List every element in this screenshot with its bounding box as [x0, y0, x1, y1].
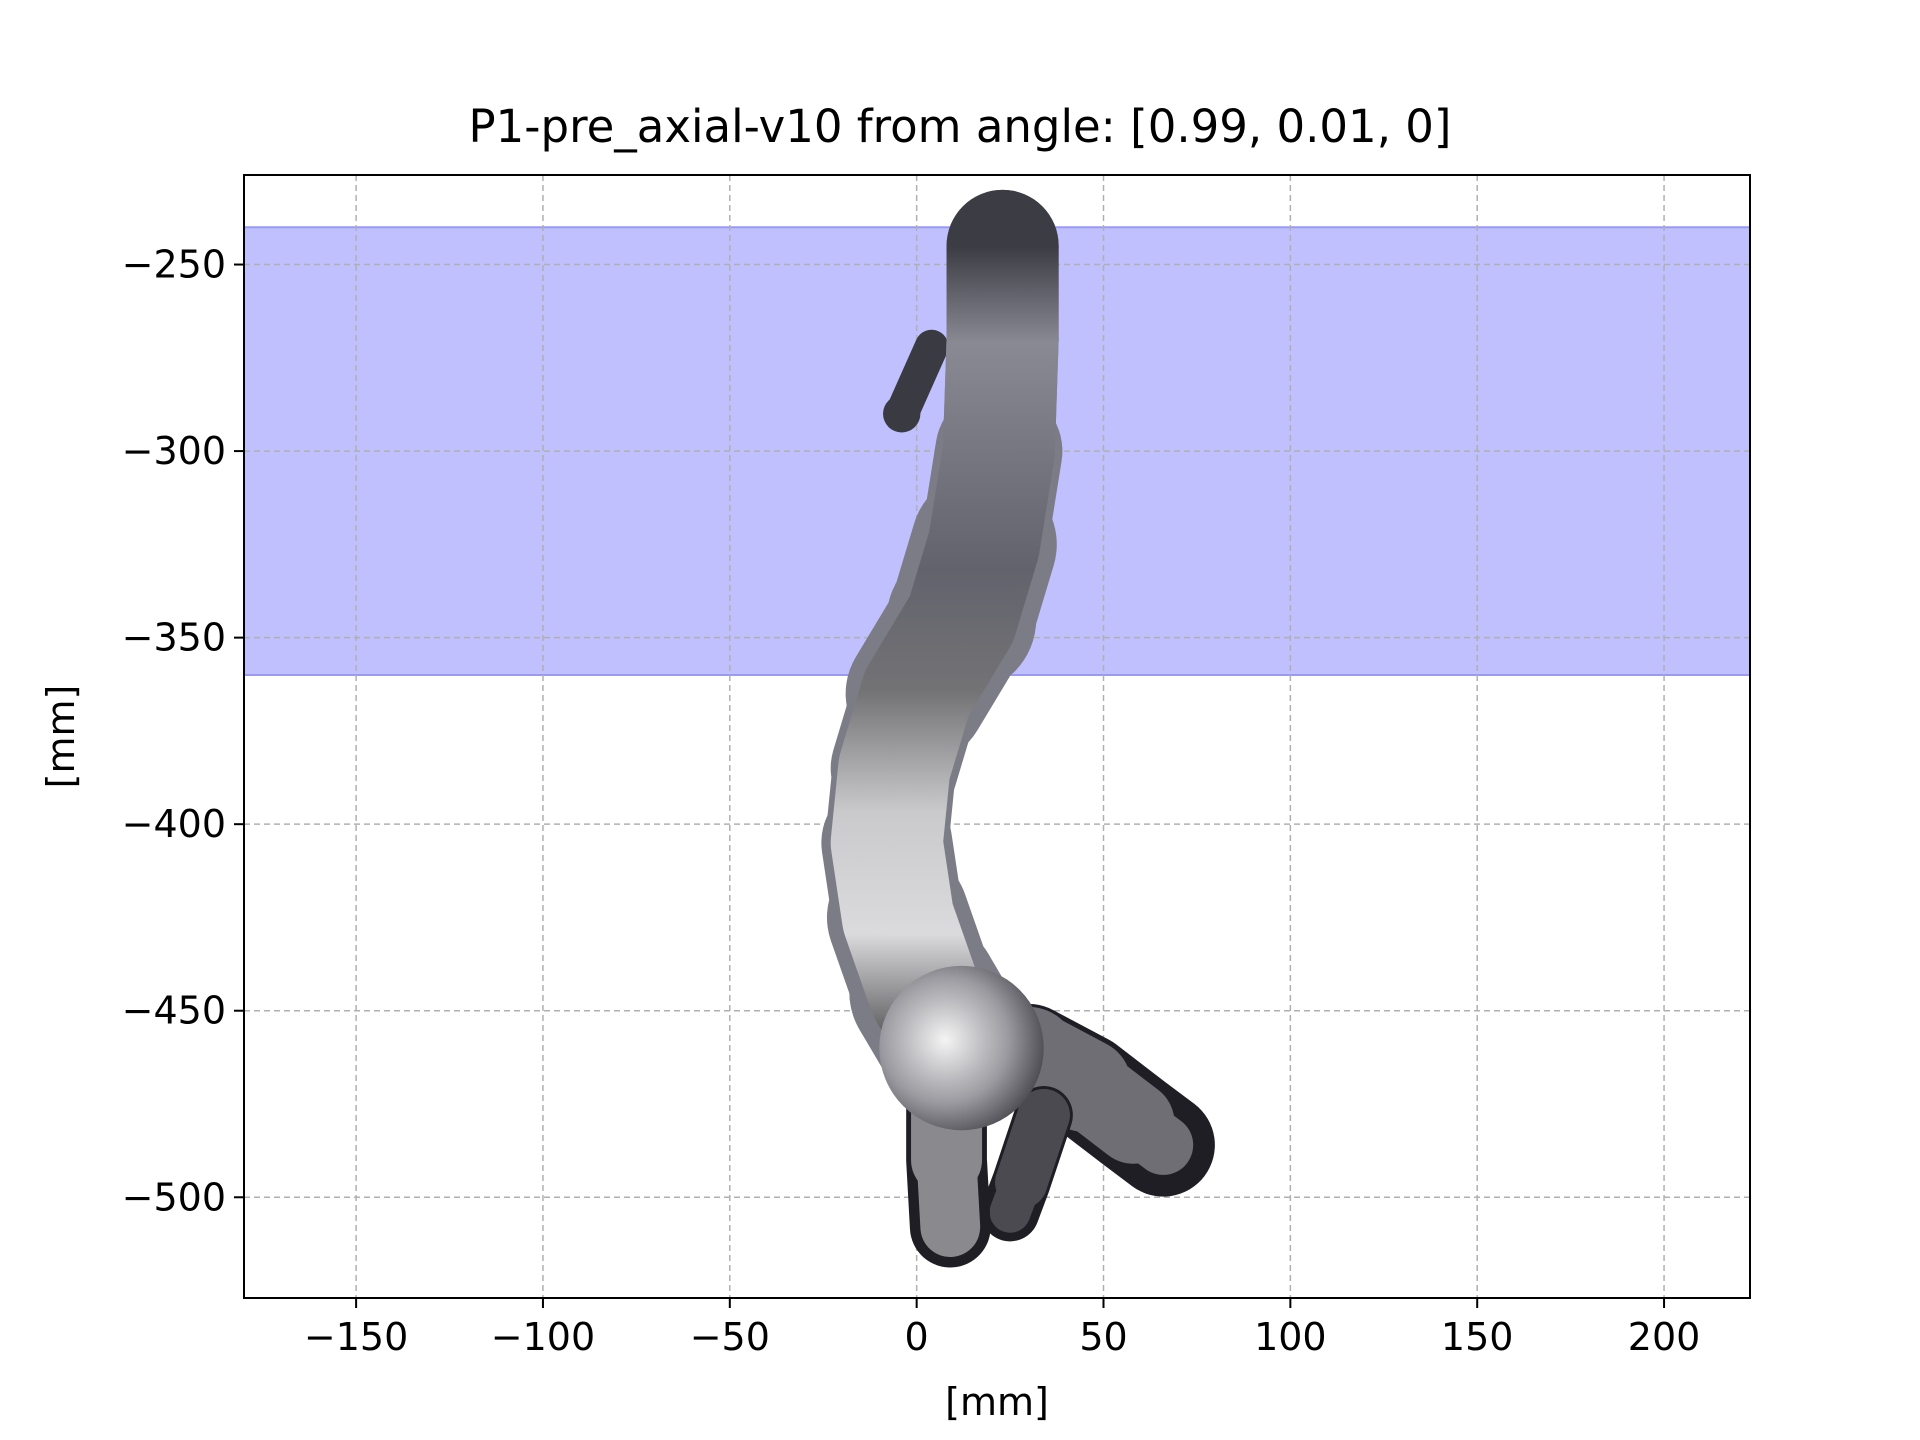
x-tick-label-2: −50 — [690, 1315, 770, 1359]
chart-title: P1-pre_axial-v10 from angle: [0.99, 0.01… — [468, 100, 1452, 153]
y-tick-label-1: −300 — [122, 429, 226, 473]
inner-branch-point-2 — [995, 1197, 1026, 1228]
axes-frame — [243, 174, 1751, 1299]
y-axis-label: [mm] — [39, 685, 83, 789]
y-tick-label-0: −250 — [122, 243, 226, 287]
inner-branch-point-1 — [995, 1156, 1048, 1209]
x-tick-label-4: 50 — [1079, 1315, 1127, 1359]
x-axis-label: [mm] — [945, 1380, 1049, 1424]
side-lobe-point-0 — [916, 331, 947, 362]
x-tick-label-7: 200 — [1628, 1315, 1701, 1359]
y-tick-label-3: −400 — [122, 802, 226, 846]
x-tick-label-0: −150 — [304, 1315, 408, 1359]
y-tick-label-2: −350 — [122, 616, 226, 660]
left-leg-point-1 — [912, 1126, 981, 1194]
y-tick-label-4: −450 — [122, 989, 226, 1033]
y-tick-label-5: −500 — [122, 1175, 226, 1219]
y-axis-ticks: −250 −300 −350 −400 −450 −500 — [122, 243, 244, 1219]
x-tick-label-1: −100 — [491, 1315, 595, 1359]
x-tick-label-5: 100 — [1254, 1315, 1327, 1359]
main-trunk-shading — [830, 189, 1059, 1112]
inner-branch-point-0 — [1017, 1089, 1070, 1142]
x-axis-ticks: −150 −100 −50 0 50 100 150 200 — [304, 1298, 1700, 1359]
bifurcation-highlight — [879, 965, 1044, 1131]
left-leg-point-2 — [924, 1200, 977, 1254]
right-leg-point-3 — [1140, 1122, 1186, 1168]
x-tick-label-3: 0 — [905, 1315, 929, 1359]
x-tick-label-6: 150 — [1441, 1315, 1514, 1359]
side-lobe-point-1 — [883, 395, 921, 433]
point-cloud — [821, 189, 1215, 1268]
